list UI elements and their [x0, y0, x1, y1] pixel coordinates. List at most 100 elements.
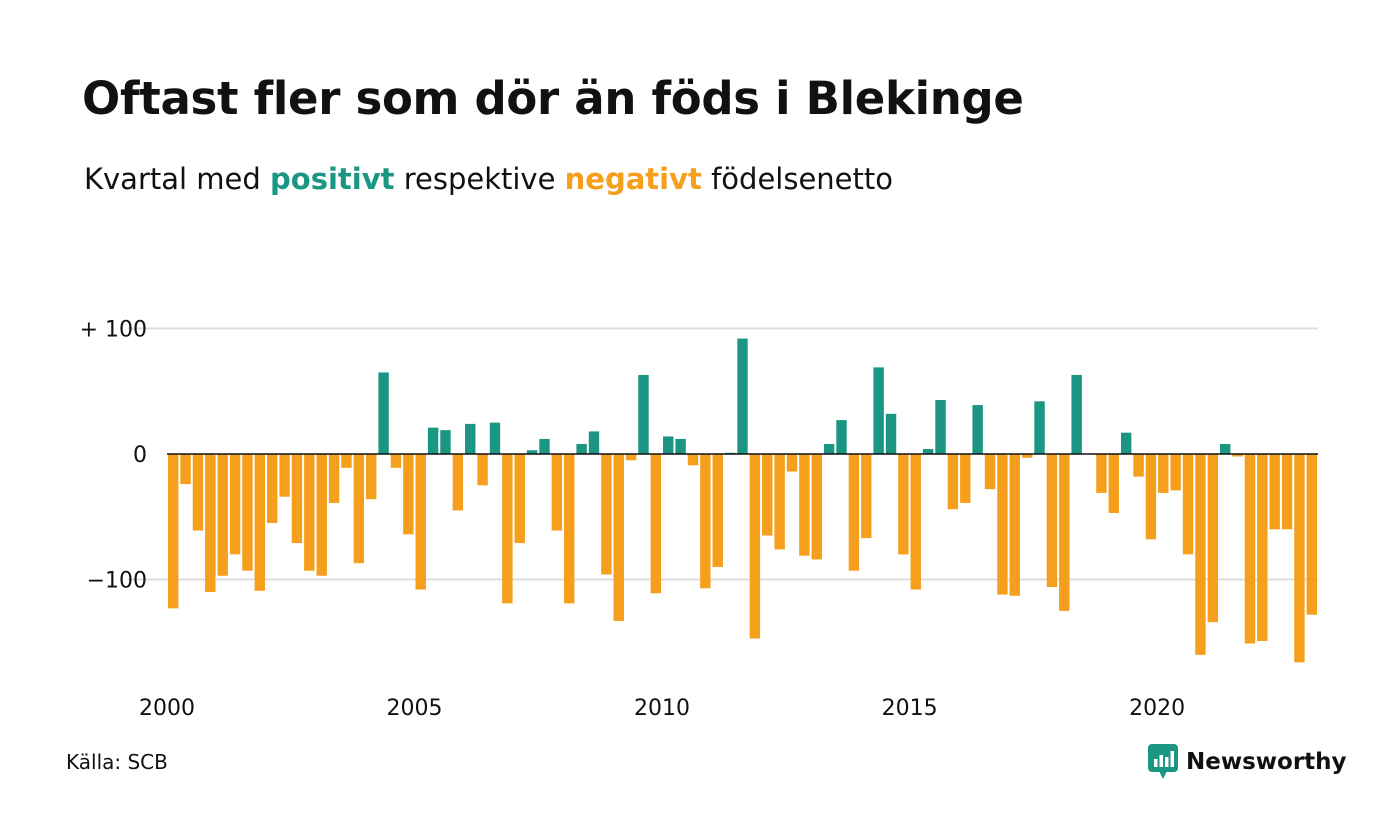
bar [799, 454, 810, 556]
bar [836, 420, 847, 454]
bar [267, 454, 278, 524]
bar [1294, 454, 1305, 663]
bar [1281, 454, 1293, 530]
y-axis-ticks: + 100 0 −100 [80, 318, 147, 594]
bar [1034, 401, 1045, 454]
bar [873, 367, 884, 454]
y-tick-label: 0 [133, 443, 147, 468]
brand-name: Newsworthy [1186, 749, 1347, 775]
bar [638, 374, 649, 454]
bar [217, 454, 228, 576]
bar [1009, 454, 1020, 596]
bar [972, 405, 983, 454]
bar [366, 454, 377, 500]
bar [192, 454, 204, 531]
bar [1108, 454, 1119, 513]
bar [613, 454, 624, 621]
bar [861, 454, 872, 539]
bar [762, 454, 773, 536]
bar [378, 372, 389, 454]
bar [848, 454, 860, 571]
bar [1182, 454, 1194, 555]
bar [1071, 374, 1082, 454]
bar [601, 454, 612, 575]
bar [1207, 454, 1218, 623]
newsworthy-logo-icon [1148, 744, 1178, 779]
bar [440, 430, 451, 454]
bar [1120, 432, 1132, 454]
subtitle-prefix: Kvartal med [84, 162, 271, 196]
bar [1145, 454, 1157, 540]
bar [1257, 454, 1268, 641]
bar [960, 454, 971, 503]
bar [737, 338, 748, 454]
bar [539, 438, 550, 454]
bar [514, 454, 525, 544]
bar [427, 427, 439, 454]
bar [1306, 454, 1318, 615]
bar [403, 454, 414, 535]
bar [1232, 454, 1243, 457]
bar [353, 454, 365, 564]
bar [588, 431, 600, 454]
bar [922, 448, 934, 454]
bar [1059, 454, 1070, 611]
source-note: Källa: SCB [66, 750, 168, 774]
x-tick-label: 2000 [139, 696, 195, 721]
subtitle-positive-word: positivt [270, 162, 395, 196]
bar [700, 454, 711, 589]
bar [205, 454, 216, 593]
subtitle-suffix: födelsenetto [701, 162, 893, 196]
bar [328, 454, 340, 503]
bar [304, 454, 315, 571]
subtitle-negative-word: negativt [564, 162, 702, 196]
bar [997, 454, 1008, 595]
bar [229, 454, 241, 555]
bar [279, 454, 290, 497]
bar [823, 443, 835, 454]
bar [576, 443, 587, 454]
bar [885, 413, 897, 454]
bar [551, 454, 563, 531]
bar [712, 454, 723, 567]
x-tick-label: 2020 [1129, 696, 1185, 721]
bar [526, 450, 538, 454]
bar [650, 454, 662, 594]
bar [1170, 454, 1181, 491]
bar [1269, 454, 1280, 530]
bar [663, 436, 674, 454]
bar [564, 454, 575, 604]
x-axis-ticks: 2000 2005 2010 2015 2020 [139, 696, 1185, 721]
bar [452, 454, 464, 511]
gridlines [128, 327, 1318, 581]
bar [1133, 454, 1144, 477]
x-tick-label: 2015 [882, 696, 938, 721]
bar [180, 454, 191, 485]
bar [1046, 454, 1058, 588]
x-tick-label: 2005 [387, 696, 443, 721]
y-tick-label: −100 [87, 569, 147, 594]
bar [675, 438, 686, 454]
bar [1096, 454, 1107, 493]
bar [898, 454, 909, 555]
bar [984, 454, 996, 490]
bar [1158, 454, 1169, 493]
bar [749, 454, 761, 639]
bar [774, 454, 785, 550]
bar [291, 454, 303, 544]
bar [687, 454, 699, 466]
chart-subtitle: Kvartal med positivt respektive negativt… [84, 162, 893, 196]
bar [242, 454, 253, 571]
bar [1021, 454, 1033, 458]
bar [390, 454, 402, 468]
bars [167, 338, 1318, 663]
bar [1195, 454, 1206, 655]
y-tick-label: + 100 [80, 318, 147, 343]
bar [502, 454, 513, 604]
bar [316, 454, 327, 576]
bar [625, 454, 637, 461]
bar [477, 454, 488, 486]
bar [415, 454, 426, 590]
bar [489, 422, 501, 454]
